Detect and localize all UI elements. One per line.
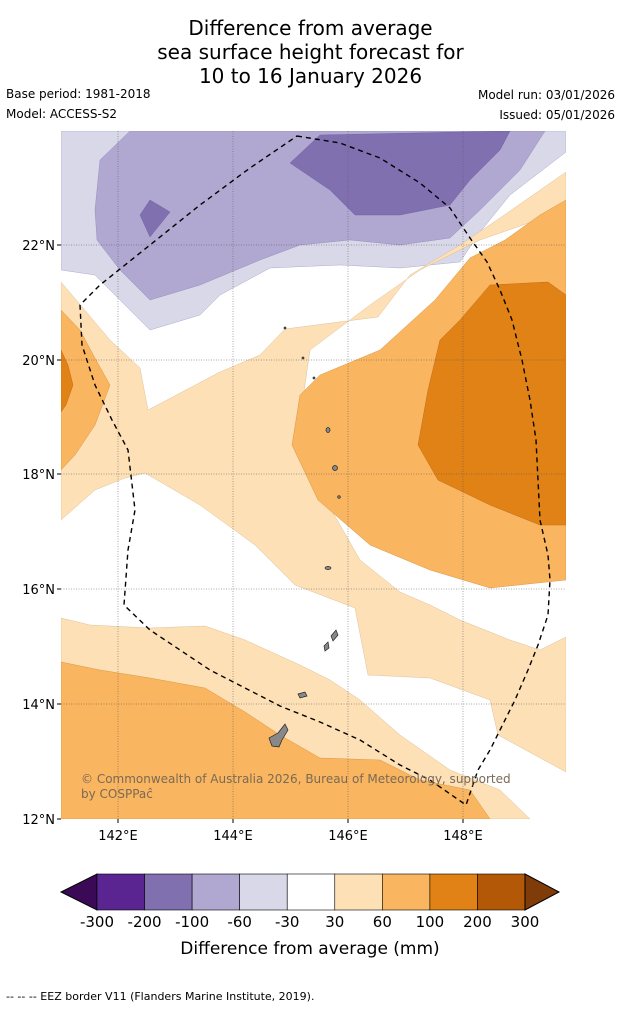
lat-label: 14°N xyxy=(22,698,55,713)
colorbar-segment xyxy=(477,873,526,911)
islands xyxy=(268,326,341,748)
copyright-line-2: by COSPPaĉ xyxy=(81,787,153,801)
island-tinian xyxy=(323,641,330,652)
contour-neg200 xyxy=(289,131,511,216)
colorbar-tick-label: 30 xyxy=(325,913,344,931)
lon-label: 144°E xyxy=(213,829,253,844)
lat-label: 22°N xyxy=(22,239,55,254)
island-small-1 xyxy=(301,356,305,360)
contour-100 xyxy=(417,281,566,526)
colorbar-tick-label: -200 xyxy=(128,913,162,931)
contour-neg200-spot xyxy=(139,199,171,238)
colorbar-tick-label: -300 xyxy=(80,913,114,931)
colorbar-tick-label: 60 xyxy=(373,913,392,931)
colorbar-segment xyxy=(96,873,145,911)
eez-legend-note: -- -- -- EEZ border V11 (Flanders Marine… xyxy=(6,990,315,1003)
colorbar-segment xyxy=(239,873,288,911)
island-rota xyxy=(297,691,308,699)
title-line-2: sea surface height forecast for xyxy=(157,40,464,64)
lat-label: 16°N xyxy=(22,583,55,598)
island-pagan xyxy=(332,465,338,471)
colorbar-tick-label: 100 xyxy=(416,913,445,931)
title-line-1: Difference from average xyxy=(188,16,433,40)
colorbar-segment xyxy=(429,873,478,911)
colorbar-extend-low xyxy=(59,873,98,911)
island-saipan xyxy=(330,629,339,642)
colorbar-extend-high xyxy=(524,873,561,911)
contour-100-west xyxy=(61,349,74,413)
lat-label: 12°N xyxy=(22,813,55,828)
lon-label: 146°E xyxy=(328,829,368,844)
model-run-label: Model run: 03/01/2026 xyxy=(477,88,615,102)
colorbar-segment xyxy=(144,873,193,911)
issued-label: Issued: 05/01/2026 xyxy=(499,108,615,122)
contour-map xyxy=(61,131,566,819)
island-guam xyxy=(268,723,289,748)
colorbar-title: Difference from average (mm) xyxy=(180,939,439,959)
island-agrihan xyxy=(325,427,331,433)
colorbar-tick-label: -100 xyxy=(175,913,209,931)
lat-labels: 22°N 20°N 18°N 16°N 14°N 12°N xyxy=(22,239,55,828)
map-title: Difference from average sea surface heig… xyxy=(0,16,621,88)
title-line-3: 10 to 16 January 2026 xyxy=(198,64,423,88)
lon-label: 148°E xyxy=(443,829,483,844)
colorbar-tick-label: -60 xyxy=(227,913,252,931)
axis-ticks xyxy=(57,244,464,823)
island-alamagan xyxy=(337,495,341,499)
copyright-line-1: © Commonwealth of Australia 2026, Bureau… xyxy=(81,772,511,786)
graticule xyxy=(61,131,566,819)
island-anatahan xyxy=(324,566,332,570)
colorbar-segment xyxy=(334,873,383,911)
colorbar-tick-label: -30 xyxy=(275,913,300,931)
colorbar-segment xyxy=(191,873,240,911)
lon-label: 142°E xyxy=(98,829,138,844)
colorbar-tick-label: 300 xyxy=(511,913,540,931)
lat-label: 20°N xyxy=(22,354,55,369)
colorbar xyxy=(59,873,561,911)
island-small-3 xyxy=(283,326,287,330)
copyright-notice: © Commonwealth of Australia 2026, Bureau… xyxy=(81,772,511,802)
colorbar-segment xyxy=(286,873,336,911)
island-small-2 xyxy=(312,376,316,380)
model-label: Model: ACCESS-S2 xyxy=(6,107,118,121)
colorbar-labels: -300 -200 -100 -60 -30 30 60 100 200 300 xyxy=(80,913,539,931)
contour-60-west xyxy=(61,309,111,471)
lon-labels: 142°E 144°E 146°E 148°E xyxy=(98,829,483,844)
colorbar-segment xyxy=(382,873,431,911)
base-period-label: Base period: 1981-2018 xyxy=(6,87,151,101)
eez-border xyxy=(79,135,551,807)
colorbar-tick-label: 200 xyxy=(463,913,492,931)
lat-label: 18°N xyxy=(22,468,55,483)
